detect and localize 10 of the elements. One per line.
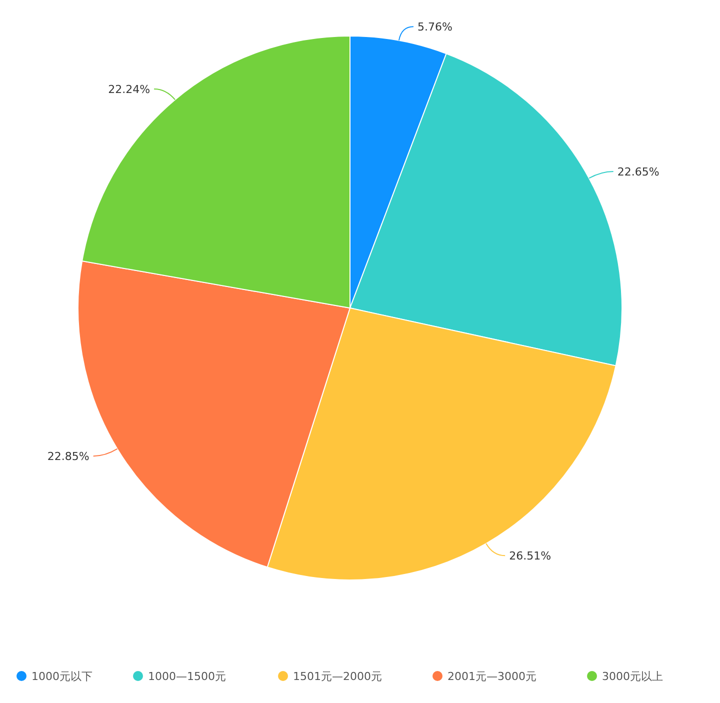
data-label: 26.51% xyxy=(509,549,552,562)
legend-label: 3000元以上 xyxy=(602,670,663,683)
legend-label: 1000元以下 xyxy=(32,670,92,683)
data-label: 5.76% xyxy=(417,20,452,34)
data-label: 22.85% xyxy=(47,450,90,463)
legend-label: 2001元—3000元 xyxy=(448,670,536,683)
legend-label: 1000—1500元 xyxy=(148,670,226,683)
legend-label: 1501元—2000元 xyxy=(293,670,382,683)
data-label: 22.65% xyxy=(617,165,660,178)
data-label: 22.24% xyxy=(108,82,150,96)
